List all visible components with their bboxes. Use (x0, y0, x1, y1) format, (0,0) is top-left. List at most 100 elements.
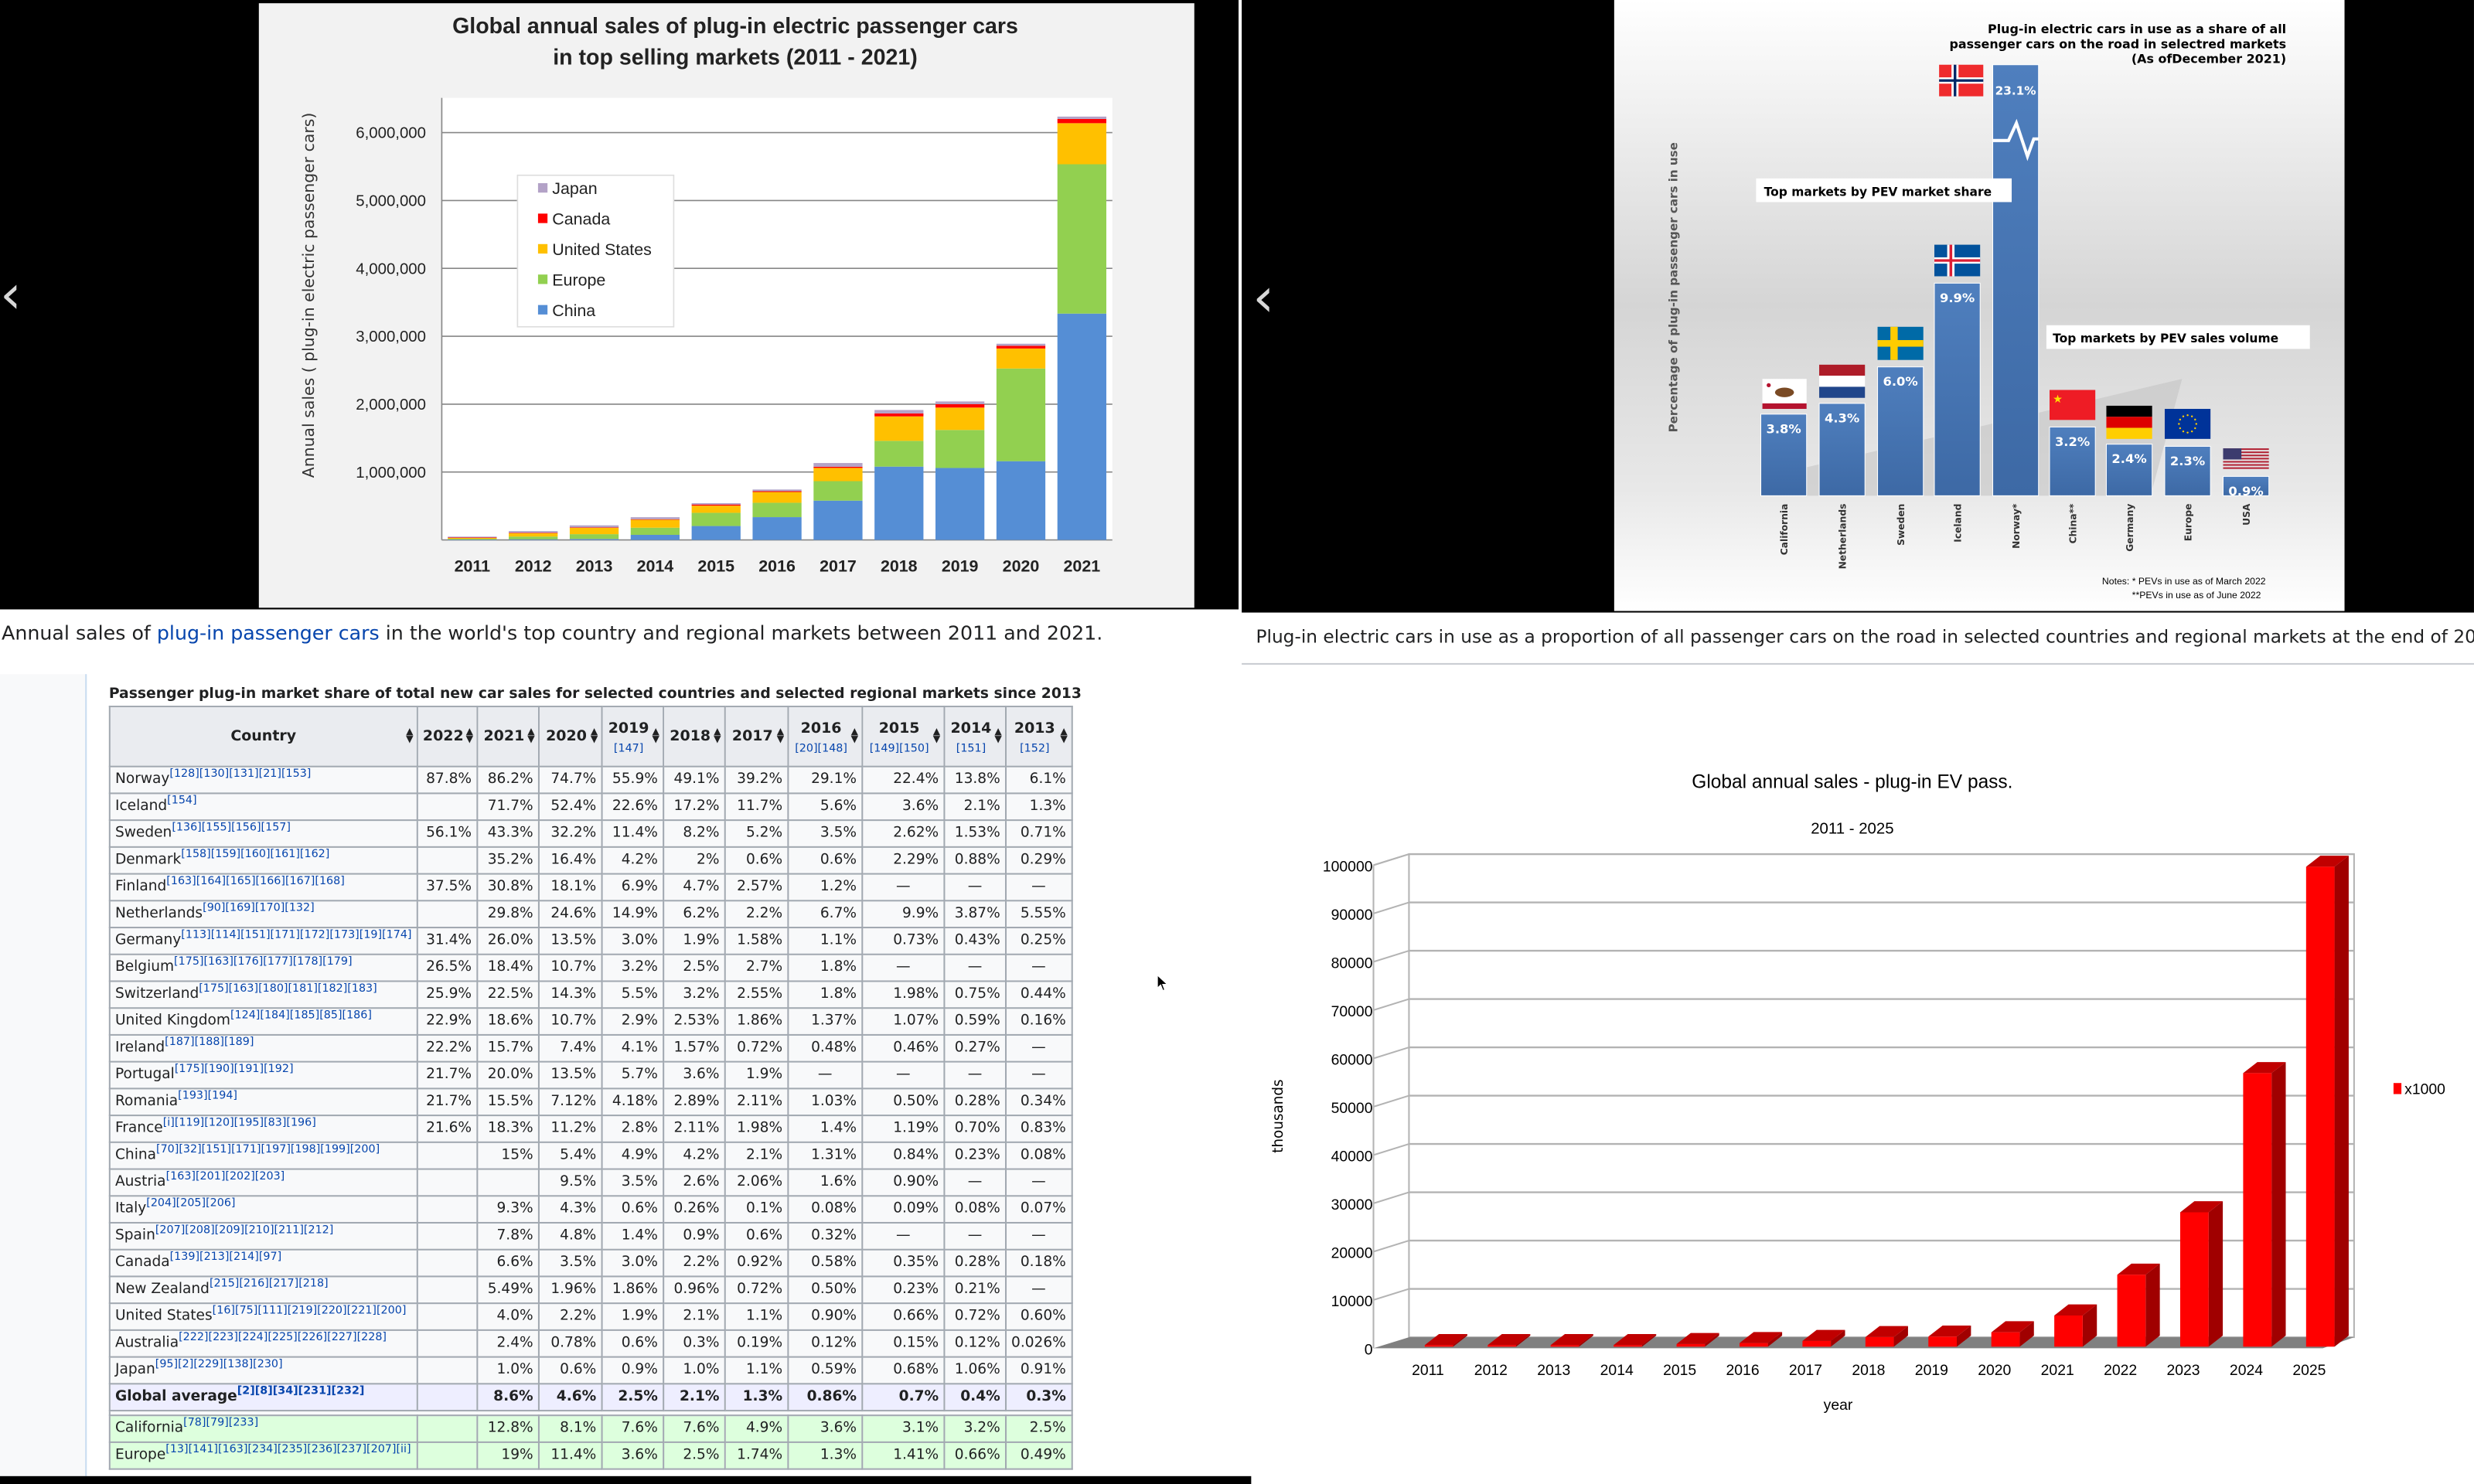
reference-link[interactable]: [163][201][202][203] (165, 1169, 285, 1183)
sort-icon[interactable]: ▲ ▼ (527, 726, 535, 746)
column-header-2015[interactable]: 2015 [149][150] ▲ ▼ (861, 706, 946, 768)
flag-stripe (2223, 451, 2269, 454)
spacer-cell (108, 1410, 1072, 1417)
reference-link[interactable]: [149][150] (869, 741, 929, 754)
column-header-2016[interactable]: 2016 [20][148] ▲ ▼ (787, 706, 864, 768)
column-header-2020[interactable]: 2020 ▲ ▼ (537, 706, 603, 768)
country-cell: Iceland[154] (108, 792, 418, 822)
reference-link[interactable]: [204][205][206] (146, 1196, 236, 1210)
reference-link[interactable]: [163][164][165][166][167][168] (166, 874, 345, 887)
column-header-2019[interactable]: 2019 [147] ▲ ▼ (601, 706, 665, 768)
reference-link[interactable]: [136][155][156][157] (172, 821, 291, 834)
reference-link[interactable]: [70][32][151][171][197][198][199][200] (156, 1142, 380, 1156)
reference-link[interactable]: [2][8][34][231][232] (237, 1384, 365, 1397)
reference-link[interactable]: [90][169][170][132] (203, 901, 315, 914)
reference-link[interactable]: [124][184][185][85][186] (230, 1009, 372, 1022)
reference-link[interactable]: [175][163][180][181][182][183] (199, 982, 377, 995)
flag-cross (1939, 79, 1984, 82)
reference-link[interactable]: [158][159][160][161][162] (181, 847, 330, 861)
x-tick-label: 2017 (1789, 1362, 1822, 1379)
reference-link[interactable]: [16][75][111][219][220][221][200] (212, 1304, 407, 1317)
sort-icon[interactable]: ▲ ▼ (776, 726, 785, 746)
flag-field (2049, 390, 2096, 420)
share-cell-2018: 4.2% (663, 1141, 726, 1170)
bar-japan-2017 (813, 463, 863, 467)
column-header-country[interactable]: Country ▲ ▼ (108, 706, 418, 768)
bar-united-states-2016 (752, 492, 802, 503)
reference-link[interactable]: [139][213][214][97] (169, 1250, 282, 1264)
annotation-box (1756, 178, 2012, 203)
flag-stripe (2223, 461, 2269, 463)
share-cell-2017: 1.86% (724, 1007, 789, 1036)
share-cell-2020: 4.8% (537, 1221, 603, 1251)
column-header-2021[interactable]: 2021 ▲ ▼ (476, 706, 540, 768)
share-cell-2019: 2.9% (601, 1007, 665, 1036)
reference-link[interactable]: [13][141][163][234][235][236][237][207][… (165, 1442, 411, 1456)
column-header-2018[interactable]: 2018 ▲ ▼ (663, 706, 726, 768)
reference-link[interactable]: [175][190][191][192] (174, 1062, 294, 1076)
sort-icon[interactable]: ▲ ▼ (994, 726, 1002, 746)
column-header-2022[interactable]: 2022 ▲ ▼ (416, 706, 479, 768)
reference-link[interactable]: [207][208][209][210][211][212] (155, 1224, 334, 1237)
legend-label: Japan (552, 179, 597, 198)
reference-link[interactable]: [i][119][120][195][83][196] (162, 1116, 316, 1129)
reference-link[interactable]: [128][130][131][21][153] (169, 767, 312, 781)
column-header-2014[interactable]: 2014 [151] ▲ ▼ (943, 706, 1007, 768)
reference-link[interactable]: [20][148] (795, 741, 847, 754)
sort-icon[interactable]: ▲ ▼ (590, 726, 598, 746)
reference-link[interactable]: [187][188][189] (165, 1035, 254, 1049)
bar-side-2018 (1893, 1326, 1908, 1347)
sort-icon[interactable]: ▲ ▼ (465, 726, 474, 746)
sort-icon[interactable]: ▲ ▼ (932, 726, 941, 746)
x-tick-label: 2025 (2292, 1362, 2326, 1379)
country-cell: United Kingdom[124][184][185][85][186] (108, 1007, 418, 1036)
share-cell-2013: 0.83% (1004, 1115, 1072, 1143)
legend-swatch (537, 243, 548, 254)
bar-europe-2021 (1057, 164, 1106, 314)
share-cell-2020: 4.3% (537, 1195, 603, 1224)
share-cell-2022 (416, 1275, 479, 1305)
share-cell-2013: — (1004, 1275, 1072, 1305)
sort-icon[interactable]: ▲ ▼ (406, 726, 414, 746)
reference-link[interactable]: [147] (613, 741, 644, 754)
share-cell-2013: 6.1% (1004, 765, 1072, 795)
share-cell-2015: 0.23% (861, 1275, 946, 1305)
column-header-2013[interactable]: 2013 [152] ▲ ▼ (1004, 706, 1072, 768)
chevron-left-icon[interactable]: ‹ (0, 264, 22, 327)
sort-icon[interactable]: ▲ ▼ (652, 726, 659, 746)
country-cell: Austria[163][201][202][203] (108, 1168, 418, 1197)
reference-link[interactable]: [78][79][233] (183, 1416, 259, 1429)
y-tick-label: 30000 (1331, 1196, 1373, 1213)
bar-2019 (1928, 1336, 1958, 1347)
reference-link[interactable]: [95][2][229][138][230] (155, 1357, 283, 1370)
sort-icon[interactable]: ▲ ▼ (850, 726, 859, 746)
share-cell-2022: 21.6% (416, 1115, 479, 1143)
column-header-2017[interactable]: 2017 ▲ ▼ (724, 706, 789, 768)
share-cell-2017: 39.2% (724, 765, 789, 795)
column-label: 2016 (800, 719, 842, 737)
reference-link[interactable]: [113][114][151][171][172][173][19][174] (181, 928, 412, 941)
share-cell-2018: 0.3% (663, 1329, 726, 1358)
share-cell-2015: 0.50% (861, 1087, 946, 1117)
reference-link[interactable]: [175][163][176][177][178][179] (174, 955, 353, 968)
share-cell-2019: 3.5% (601, 1168, 665, 1197)
reference-link[interactable]: [215][216][217][218] (209, 1277, 329, 1290)
share-cell-2013: — (1004, 1033, 1072, 1063)
table-row: Portugal[175][190][191][192] 21.7% 20.0% 13… (108, 1060, 1072, 1090)
share-cell-2015: 0.7% (861, 1383, 946, 1412)
reference-link[interactable]: [151] (956, 741, 987, 754)
y-axis-title: Annual sales ( plug-in electric passenge… (299, 113, 318, 478)
share-cell-2014: 3.87% (943, 900, 1007, 929)
reference-link[interactable]: [154] (167, 794, 197, 807)
chevron-left-icon[interactable]: ‹ (1252, 267, 1275, 330)
share-cell-2018: 6.2% (663, 900, 726, 929)
sort-icon[interactable]: ▲ ▼ (714, 726, 721, 746)
x-tick-label: 2021 (2041, 1362, 2074, 1379)
reference-link[interactable]: [193][194] (178, 1089, 238, 1102)
share-cell-2019: 3.0% (601, 927, 665, 955)
reference-link[interactable]: [222][223][224][225][226][227][228] (179, 1330, 387, 1344)
bar-europe-2014 (630, 527, 680, 535)
reference-link[interactable]: [152] (1020, 741, 1050, 754)
sort-icon[interactable]: ▲ ▼ (1060, 726, 1068, 746)
plug-in-passenger-cars-link[interactable]: plug-in passenger cars (156, 620, 380, 645)
